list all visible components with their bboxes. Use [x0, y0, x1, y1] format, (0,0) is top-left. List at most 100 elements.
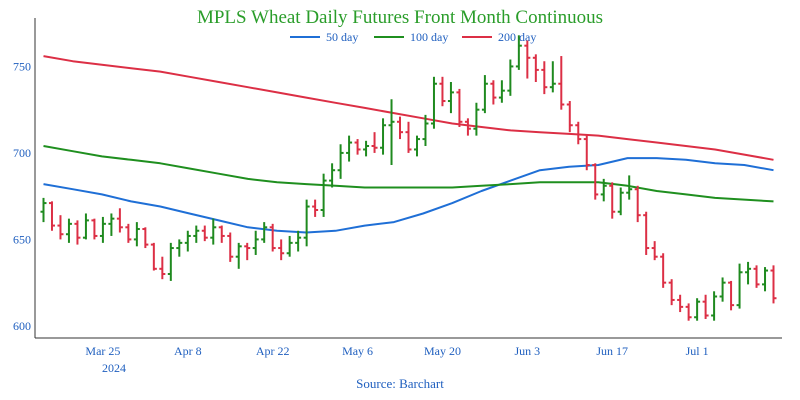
ohlc-bar [329, 163, 336, 188]
ohlc-bar [592, 163, 599, 200]
legend-label-50-day: 50 day [326, 30, 358, 44]
x-tick-label: Jun 17 [596, 344, 628, 358]
ohlc-bar [142, 227, 149, 249]
ohlc-bar [515, 35, 522, 70]
x-tick-label: May 6 [342, 344, 373, 358]
ohlc-bar [354, 139, 361, 155]
ohlc-bar [371, 132, 378, 153]
x-tick-label: Apr 8 [174, 344, 202, 358]
ohlc-bar [558, 56, 565, 110]
ohlc-bar [312, 199, 319, 217]
y-tick-label: 700 [13, 146, 31, 160]
ohlc-bar [541, 61, 548, 95]
ohlc-bar [303, 199, 310, 247]
ohlc-bar [694, 298, 701, 321]
ohlc-bar [48, 201, 55, 231]
ohlc-bar [643, 211, 650, 255]
ohlc-bar [736, 263, 743, 309]
ohlc-bar [456, 88, 463, 127]
ohlc-bar [753, 265, 760, 288]
ohlc-bar [184, 230, 191, 252]
x-tick-label: Jul 1 [686, 344, 709, 358]
ohlc-bar [82, 213, 89, 240]
ohlc-bar [346, 135, 353, 162]
ohlc-bar [685, 303, 692, 321]
ohlc-bar [430, 76, 437, 129]
ohlc-bar [549, 61, 556, 93]
ohlc-bar [235, 242, 242, 269]
ohlc-bar [286, 235, 293, 257]
ohlc-bar [439, 76, 446, 107]
ohlc-bar [252, 230, 259, 255]
ohlc-bar [481, 75, 488, 114]
series-line-200-day [43, 55, 774, 161]
ohlc-bar [617, 187, 624, 216]
legend-label-100-day: 100 day [410, 30, 448, 44]
ohlc-bar [626, 175, 633, 200]
ohlc-bar [397, 116, 404, 140]
ohlc-bar [99, 216, 106, 243]
ohlc-bar [227, 232, 234, 262]
ohlc-bar [422, 114, 429, 146]
ohlc-bar [91, 218, 98, 240]
ohlc-bar [660, 253, 667, 288]
x-tick-label: Mar 25 [85, 344, 120, 358]
ohlc-bar [464, 118, 471, 136]
x-tick-label: Jun 3 [515, 344, 541, 358]
y-tick-label: 600 [13, 319, 31, 333]
ohlc-bar [745, 261, 752, 285]
ohlc-bar [447, 82, 454, 114]
ohlc-bar [380, 118, 387, 155]
ohlc-bar [575, 121, 582, 145]
ohlc-bar [677, 294, 684, 313]
ohlc-bar [218, 225, 225, 243]
ohlc-bar [600, 178, 607, 202]
x-tick-year-label: 2024 [102, 361, 126, 375]
ohlc-bar [566, 101, 573, 133]
legend: 50 day 100 day 200 day [290, 30, 536, 44]
axes [34, 18, 782, 339]
ohlc-bar [388, 99, 395, 166]
ohlc-bar [651, 241, 658, 261]
ohlc-bar [413, 135, 420, 157]
ohlc-bar [167, 242, 174, 281]
ohlc-bar [116, 208, 123, 233]
ohlc-bar [498, 80, 505, 103]
ohlc-bar [473, 102, 480, 136]
ohlc-bar [193, 225, 200, 243]
ohlc-bar [583, 135, 590, 171]
ohlc-bar [668, 279, 675, 306]
y-tick-label: 650 [13, 232, 31, 246]
ohlc-bar [634, 185, 641, 223]
ohlc-bar [150, 242, 157, 271]
ohlc-bar [524, 40, 531, 79]
ohlc-bar [405, 121, 412, 153]
ohlc-bar [337, 144, 344, 179]
ohlc-bar [74, 220, 81, 245]
ohlc-bar [244, 242, 251, 261]
ohlc-bar [159, 256, 166, 280]
ohlc-bar [728, 280, 735, 311]
x-tick-label: May 20 [424, 344, 461, 358]
ohlc-bar [711, 291, 718, 321]
ohlc-bar [295, 230, 302, 252]
ohlc-bar [125, 223, 132, 243]
series-line-50-day [43, 157, 774, 234]
series-line-100-day [43, 145, 774, 203]
ohlc-bar [702, 294, 709, 319]
chart-title: MPLS Wheat Daily Futures Front Month Con… [197, 7, 603, 28]
x-ticks: Mar 25 Apr 8 Apr 22 May 6 May 20 Jun 3 Jun 17 J… [85, 344, 708, 358]
ohlc-bar [762, 267, 769, 292]
moving-average-lines [43, 55, 774, 234]
y-tick-label: 750 [13, 59, 31, 73]
ohlc-bar [65, 218, 72, 243]
ohlc-bar [507, 59, 514, 96]
y-ticks: 600 650 700 750 [13, 59, 31, 332]
ohlc-bar [210, 218, 217, 245]
ohlc-bar [490, 80, 497, 105]
ohlc-bar [201, 225, 208, 242]
ohlc-bars [40, 35, 777, 321]
legend-label-200-day: 200 day [498, 30, 536, 44]
ohlc-bar [133, 222, 140, 247]
